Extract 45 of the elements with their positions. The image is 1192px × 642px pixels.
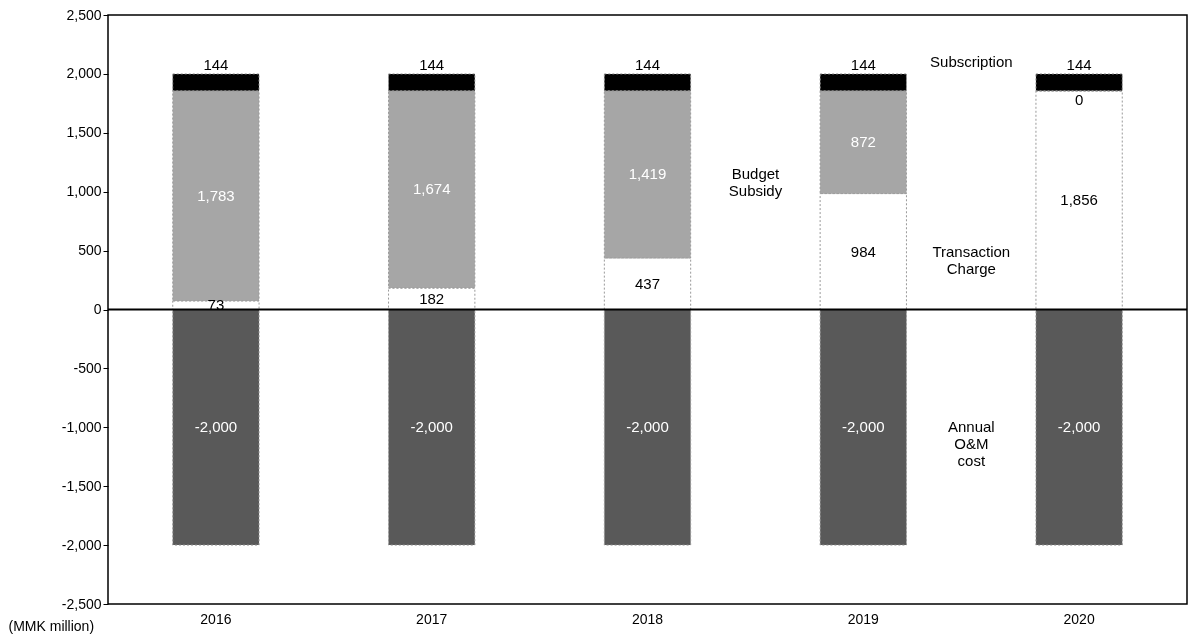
y-axis-title: (MMK million) <box>8 617 95 634</box>
y-tick-label: 1,500 <box>66 124 102 141</box>
y-tick-label: -1,500 <box>61 477 102 494</box>
series-label: Transaction Charge <box>932 242 1011 277</box>
bar <box>819 309 907 546</box>
y-tick-label: 2,500 <box>66 6 102 23</box>
y-tick-label: -2,500 <box>61 595 102 612</box>
data-label: 1,783 <box>197 186 235 204</box>
data-label: 144 <box>1066 55 1092 73</box>
data-label: -2,000 <box>410 418 453 436</box>
data-label: 872 <box>850 133 876 151</box>
data-label: 1,674 <box>412 180 451 198</box>
y-tick-label: 0 <box>93 301 102 317</box>
y-tick-label: -2,000 <box>61 536 102 553</box>
data-label: 0 <box>1074 90 1084 108</box>
bar <box>603 309 692 546</box>
x-tick-label: 2019 <box>847 610 880 627</box>
data-label: 1,856 <box>1060 191 1098 209</box>
text: Annual O&M cost <box>947 418 995 470</box>
data-label: -2,000 <box>194 418 238 436</box>
data-label: 144 <box>203 55 229 73</box>
data-label: 984 <box>850 242 876 260</box>
data-label: 144 <box>419 55 445 73</box>
bar <box>1035 309 1123 546</box>
y-tick-label: -1,000 <box>61 418 102 435</box>
data-label: -2,000 <box>1057 418 1101 436</box>
x-tick-label: 2018 <box>631 610 664 627</box>
data-label: -2,000 <box>842 418 885 436</box>
y-tick-label: 1,000 <box>66 183 102 200</box>
y-tick-label: 2,000 <box>66 65 102 82</box>
series-label: Subscription <box>930 53 1013 71</box>
bar <box>388 309 476 546</box>
text: Budget Subsidy <box>728 165 783 200</box>
data-label: 182 <box>419 289 445 307</box>
x-tick-label: 2020 <box>1063 610 1095 627</box>
x-tick-label: 2016 <box>200 610 232 627</box>
data-label: 144 <box>634 55 661 73</box>
bar <box>172 309 260 546</box>
y-tick-label: -500 <box>73 359 102 376</box>
data-label: 144 <box>850 55 876 73</box>
data-label: 1,419 <box>628 165 667 183</box>
y-tick-label: 500 <box>78 242 102 259</box>
x-tick-label: 2017 <box>416 610 448 627</box>
data-label: -2,000 <box>626 418 669 436</box>
data-label: 437 <box>634 274 661 292</box>
